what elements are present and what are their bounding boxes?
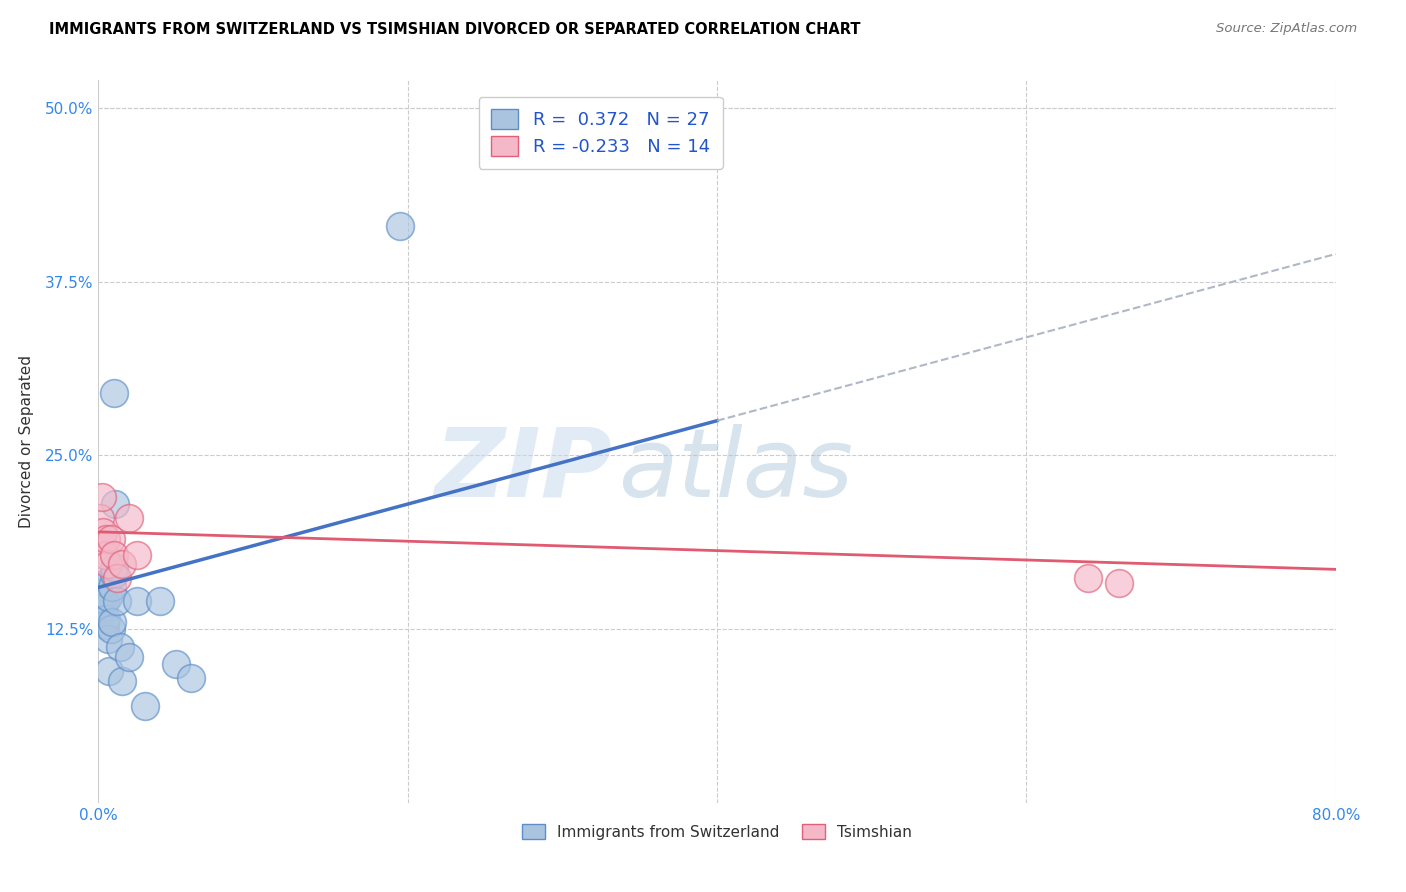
Text: Source: ZipAtlas.com: Source: ZipAtlas.com — [1216, 22, 1357, 36]
Point — [1108, 576, 1130, 591]
Point — [97, 632, 120, 646]
Point — [111, 673, 132, 688]
Point — [127, 549, 149, 563]
Text: ZIP: ZIP — [434, 424, 612, 517]
Text: IMMIGRANTS FROM SWITZERLAND VS TSIMSHIAN DIVORCED OR SEPARATED CORRELATION CHART: IMMIGRANTS FROM SWITZERLAND VS TSIMSHIAN… — [49, 22, 860, 37]
Legend: Immigrants from Switzerland, Tsimshian: Immigrants from Switzerland, Tsimshian — [516, 818, 918, 846]
Point — [127, 594, 149, 608]
Point — [388, 219, 412, 234]
Y-axis label: Divorced or Separated: Divorced or Separated — [18, 355, 34, 528]
Point — [101, 615, 124, 630]
Point — [105, 571, 128, 585]
Point — [165, 657, 187, 671]
Text: atlas: atlas — [619, 424, 853, 517]
Point — [89, 511, 111, 525]
Point — [96, 532, 118, 546]
Point — [90, 590, 112, 604]
Point — [93, 549, 115, 563]
Point — [98, 664, 121, 678]
Point — [91, 524, 114, 539]
Point — [134, 698, 156, 713]
Point — [97, 590, 120, 604]
Point — [103, 549, 125, 563]
Point — [100, 532, 122, 546]
Point — [91, 584, 114, 599]
Point — [111, 557, 132, 571]
Point — [1077, 571, 1099, 585]
Point — [90, 490, 112, 504]
Point — [118, 649, 141, 664]
Point — [100, 622, 122, 636]
Point — [101, 581, 124, 595]
Point — [108, 640, 131, 655]
Point — [105, 594, 128, 608]
Point — [103, 566, 125, 581]
Point — [96, 612, 118, 626]
Point — [97, 557, 120, 571]
Point — [103, 559, 125, 574]
Point — [93, 618, 115, 632]
Point — [180, 671, 202, 685]
Point — [118, 511, 141, 525]
Point — [104, 497, 127, 511]
Point — [90, 604, 112, 618]
Point — [93, 594, 115, 608]
Point — [149, 594, 172, 608]
Point — [91, 601, 114, 615]
Point — [103, 385, 125, 400]
Point — [96, 576, 118, 591]
Point — [89, 581, 111, 595]
